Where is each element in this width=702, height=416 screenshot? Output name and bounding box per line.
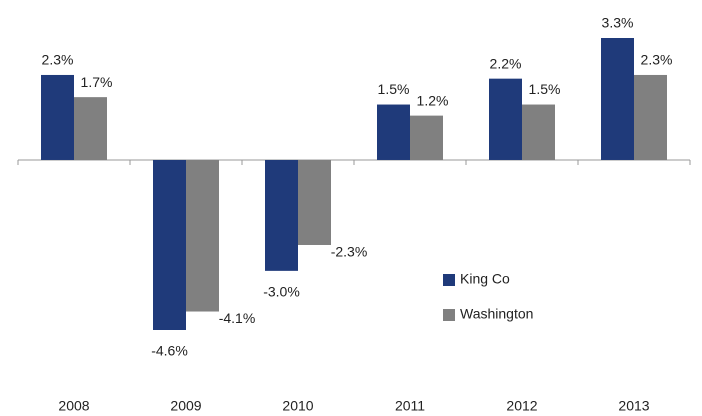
bar — [522, 104, 555, 160]
bar — [489, 78, 522, 160]
data-label: 3.3% — [602, 15, 634, 31]
data-label: -3.0% — [263, 284, 300, 300]
data-label: 1.2% — [417, 92, 449, 108]
data-label: 1.5% — [378, 81, 410, 97]
bar — [634, 74, 667, 160]
legend-swatch — [443, 274, 455, 286]
bar — [41, 74, 74, 160]
data-label: 2.2% — [490, 55, 522, 71]
data-label: 1.7% — [81, 74, 113, 90]
bar — [265, 159, 298, 271]
bar — [153, 159, 186, 330]
bar — [410, 115, 443, 160]
data-label: -4.6% — [151, 343, 188, 359]
legend-label: Washington — [460, 306, 533, 322]
x-tick-label: 2010 — [282, 398, 313, 414]
x-tick-label: 2008 — [58, 398, 89, 414]
data-label: -4.1% — [219, 310, 256, 326]
bar — [601, 38, 634, 160]
data-label: 1.5% — [529, 81, 561, 97]
data-label: -2.3% — [331, 244, 368, 260]
x-tick-label: 2009 — [170, 398, 201, 414]
data-label: 2.3% — [42, 52, 74, 68]
legend-swatch — [443, 309, 455, 321]
legend-label: King Co — [460, 271, 510, 287]
bar — [74, 97, 107, 160]
x-tick-label: 2013 — [618, 398, 649, 414]
x-tick-label: 2011 — [395, 398, 425, 414]
bar — [298, 159, 331, 245]
x-tick-label: 2012 — [506, 398, 537, 414]
data-label: 2.3% — [641, 52, 673, 68]
bar — [186, 159, 219, 312]
bar — [377, 104, 410, 160]
